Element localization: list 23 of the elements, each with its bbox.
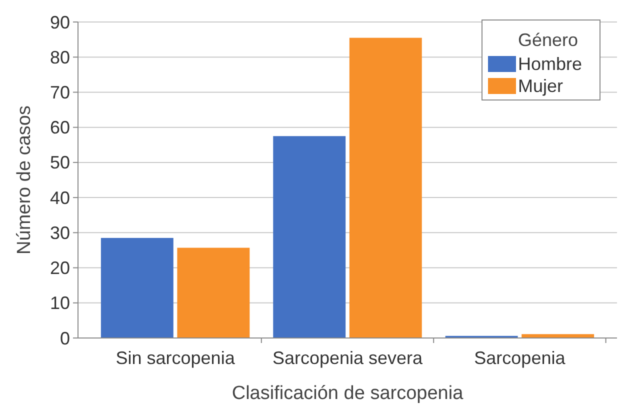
bar	[273, 136, 346, 338]
y-tick-label: 40	[50, 188, 70, 208]
legend-label: Hombre	[518, 54, 582, 74]
y-tick-label: 30	[50, 222, 70, 243]
x-tick-label: Sarcopenia severa	[272, 348, 424, 368]
y-tick-label: 10	[50, 293, 70, 314]
bar	[177, 248, 250, 338]
x-tick-label: Sarcopenia	[474, 348, 566, 368]
y-tick-label: 20	[50, 258, 70, 278]
bar	[349, 38, 422, 338]
legend-title: Género	[518, 30, 578, 50]
y-axis-title: Número de casos	[14, 106, 35, 254]
x-tick-label: Sin sarcopenia	[116, 348, 236, 368]
y-tick-label: 80	[50, 47, 70, 68]
bar	[522, 334, 594, 338]
y-tick-label: 0	[60, 328, 70, 348]
x-axis-title: Clasificación de sarcopenia	[232, 383, 464, 404]
y-tick-label: 70	[50, 82, 70, 103]
legend-label: Mujer	[518, 76, 564, 96]
bar	[100, 238, 174, 338]
y-tick-label: 50	[50, 152, 70, 173]
y-tick-label: 90	[50, 12, 70, 32]
y-tick-label: 60	[50, 118, 70, 138]
